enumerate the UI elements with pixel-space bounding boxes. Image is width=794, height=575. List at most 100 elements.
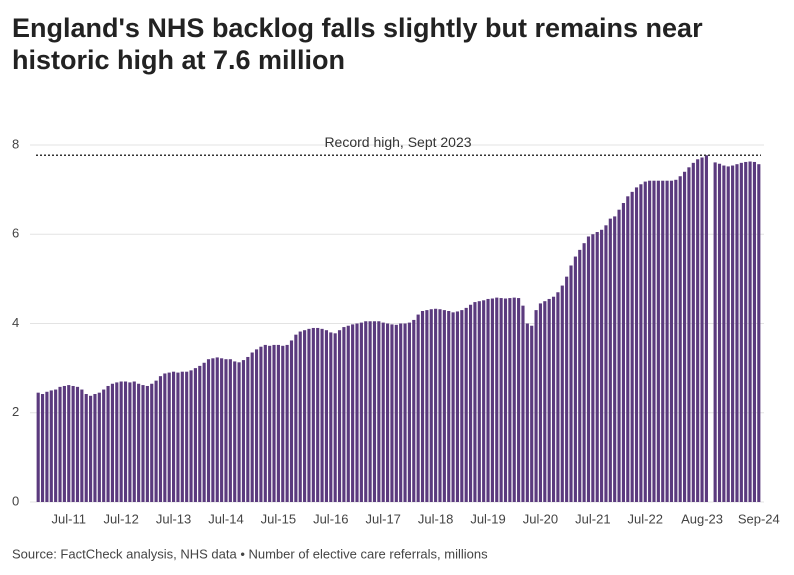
bar: [75, 386, 80, 502]
bar: [289, 340, 294, 502]
bar: [490, 298, 494, 502]
bar: [123, 381, 128, 502]
bar: [643, 181, 647, 502]
bar: [744, 161, 748, 502]
bar: [503, 298, 508, 502]
bar: [652, 180, 656, 502]
bar: [595, 232, 599, 503]
bar: [180, 371, 184, 502]
bar: [403, 323, 407, 502]
bar: [241, 360, 246, 502]
bar: [285, 344, 289, 502]
bar: [735, 164, 739, 502]
bar: [508, 298, 512, 502]
bar: [700, 157, 704, 502]
bar: [320, 328, 324, 502]
bar: [726, 166, 730, 503]
x-tick-label: Aug-23: [681, 511, 723, 526]
bar: [167, 372, 171, 502]
bar: [687, 167, 691, 502]
bar: [517, 298, 521, 502]
bar: [573, 256, 577, 502]
bar: [198, 365, 202, 502]
bar: [578, 249, 582, 502]
bar: [748, 161, 752, 503]
bar: [346, 325, 350, 502]
bar: [119, 381, 123, 502]
bar: [447, 311, 451, 502]
bar: [329, 332, 333, 502]
bar: [58, 386, 62, 502]
chart-title: historic high at 7.6 million: [12, 45, 345, 75]
bar: [464, 307, 468, 502]
bar: [137, 383, 141, 502]
bar: [752, 161, 757, 502]
source: Source: FactCheck analysis, NHS data • N…: [12, 546, 488, 561]
bar: [412, 319, 416, 502]
bar: [556, 292, 560, 502]
bar: [276, 344, 280, 502]
bar: [586, 236, 591, 502]
bar: [525, 323, 529, 502]
bar: [303, 330, 307, 502]
bar: [468, 304, 473, 502]
bar: [547, 298, 551, 502]
bar: [394, 324, 398, 502]
x-tick-label: Jul-14: [208, 511, 243, 526]
bar: [145, 385, 149, 502]
bar: [621, 203, 625, 502]
bar: [560, 285, 564, 502]
bar: [482, 300, 486, 502]
bar: [512, 297, 516, 502]
bar: [717, 163, 722, 502]
bar: [530, 325, 534, 502]
bar: [193, 368, 197, 502]
bar: [386, 323, 390, 502]
bar: [691, 162, 695, 502]
bar: [237, 362, 241, 502]
bar: [259, 346, 263, 502]
bar: [220, 358, 224, 502]
bar: [704, 155, 708, 503]
bar: [154, 380, 158, 502]
bar: [600, 229, 604, 502]
bar: [97, 392, 101, 502]
bar: [661, 180, 665, 502]
bar: [106, 385, 110, 502]
bar: [630, 191, 634, 502]
bar: [228, 359, 232, 502]
x-tick-label: Jul-11: [52, 511, 86, 526]
bar: [390, 324, 394, 502]
bar: [438, 309, 442, 502]
bar: [333, 333, 337, 502]
bar: [294, 334, 298, 502]
bar: [634, 187, 639, 503]
bar: [451, 312, 455, 502]
bar: [372, 321, 377, 502]
bar: [739, 162, 743, 502]
bar: [215, 357, 219, 502]
bar: [543, 301, 547, 502]
y-tick-label: 2: [12, 404, 19, 419]
bar: [460, 310, 464, 502]
bar: [71, 385, 75, 502]
bar: [455, 311, 460, 502]
bar: [696, 159, 700, 502]
bar: [569, 265, 573, 502]
x-tick-label: Jul-22: [628, 511, 663, 526]
bar: [565, 276, 569, 502]
bar: [80, 389, 84, 502]
bar: [377, 321, 381, 502]
bar: [163, 373, 167, 502]
bar: [608, 218, 612, 502]
bar: [67, 385, 71, 502]
bar: [665, 180, 669, 502]
bar: [477, 301, 481, 502]
bar: [648, 180, 652, 502]
bar: [355, 323, 359, 502]
chart-title: England's NHS backlog falls slightly but…: [12, 13, 703, 43]
bar: [36, 392, 40, 502]
bar: [150, 383, 154, 502]
bar: [93, 394, 97, 502]
